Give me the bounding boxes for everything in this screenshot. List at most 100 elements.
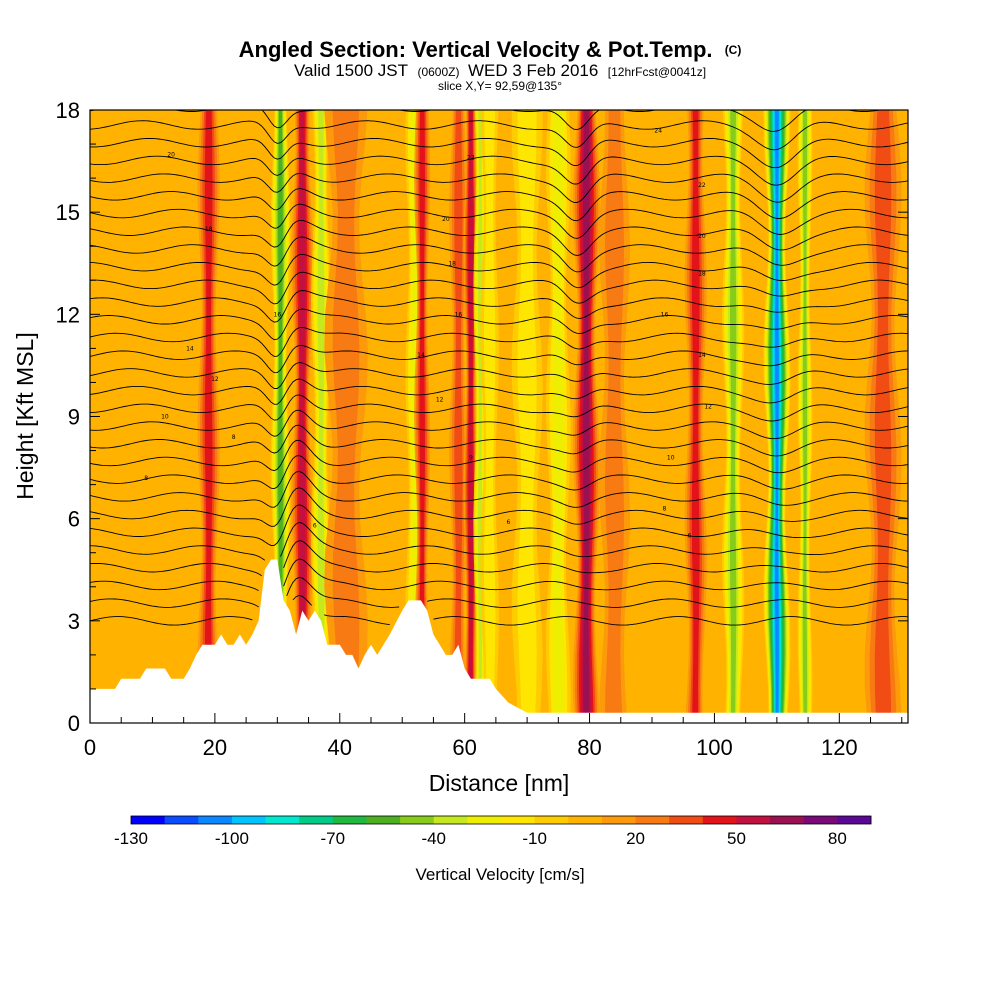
isentrope-label: 20 [442,216,450,223]
y-tick-label: 15 [56,200,80,225]
isentrope-line [90,487,908,527]
isentrope-line [90,409,908,440]
isentrope-label: 20 [167,151,175,158]
forecast-info: [12hrFcst@0041z] [608,65,706,79]
isentrope-label: 16 [274,311,282,318]
y-tick-label: 9 [68,405,80,430]
isentrope-line [90,308,908,341]
isentrope-label: 16 [455,311,463,318]
colorbar-swatch [669,816,704,824]
chart-title-text: Angled Section: Vertical Velocity & Pot.… [239,37,713,62]
isentrope-line [90,155,908,186]
colorbar-swatch [231,816,266,824]
isentrope-label: 10 [161,414,169,421]
velocity-band [511,110,543,723]
colorbar-swatch [433,816,468,824]
y-tick-label: 12 [56,302,80,327]
x-tick-label: 100 [696,735,733,760]
isentrope-line [90,326,908,357]
isentrope-label: 12 [436,396,444,403]
isentrope-label: 18 [448,260,456,267]
isentrope-label: 14 [186,345,194,352]
velocity-band [864,110,902,723]
isentrope-line [90,595,908,626]
colorbar-swatch [803,816,838,824]
velocity-band-level [517,110,537,723]
velocity-band [291,110,314,723]
y-axis: 0 3 6 9 12 15 18 [56,98,908,736]
isentrope-line [90,378,908,405]
colorbar-swatch [332,816,367,824]
isentrope-line [90,253,908,289]
colorbar-swatch [534,816,569,824]
colorbar-swatch [770,816,805,824]
colorbar-label: Vertical Velocity [cm/s] [415,865,584,884]
isentrope-line [90,455,908,491]
isentrope-line [90,120,908,151]
x-tick-label: 20 [203,735,227,760]
isentrope-line [90,236,908,273]
colorbar-tick-label: -10 [522,829,547,848]
plot-area: 8 8 6 6 6 10 12 14 16 18 20 12 14 16 18 20 22 9 8 10 12 14 16 1… [90,110,908,723]
colorbar: -130 -100 -70 -40 -10 20 50 80 [114,815,872,848]
isentrope-line [90,271,908,305]
velocity-band [480,110,499,723]
isentrope-label: 12 [211,376,219,383]
isentrope-label: 6 [688,533,692,540]
colorbar-swatch [837,816,872,824]
x-tick-label: 0 [84,735,96,760]
colorbar-tick-label: -40 [421,829,446,848]
isentrope-line [90,188,908,222]
isentrope-label: 6 [506,519,510,526]
isentrope-label: 9 [469,454,473,461]
valid-date: WED 3 Feb 2016 [468,61,598,80]
x-tick-label: 60 [452,735,476,760]
isentrope-label: 8 [663,505,667,512]
isentrope-line [90,137,908,169]
colorbar-frame [130,815,872,825]
isentrope-line [90,203,908,239]
isentrope-label: 18 [205,226,213,233]
velocity-band [449,110,468,723]
isentrope-label: 16 [661,311,669,318]
y-tick-label: 3 [68,609,80,634]
x-axis-label: Distance [nm] [429,770,570,796]
colorbar-tick-label: -70 [321,829,346,848]
colorbar-swatch [601,816,636,824]
isentrope-label: 8 [232,434,236,441]
y-axis-label: Height [Kft MSL] [12,332,38,499]
velocity-band-level [775,110,779,723]
valid-time-line: Valid 1500 JST (0600Z) WED 3 Feb 2016 [1… [294,61,706,80]
colorbar-swatch [299,816,334,824]
isentrope-line [90,576,908,608]
velocity-band-level [483,110,496,723]
colorbar-tick-label: 50 [727,829,746,848]
colorbar-swatch [736,816,771,824]
velocity-band-level [552,110,564,723]
velocity-band-level [332,110,360,723]
y-tick-label: 0 [68,711,80,736]
colorbar-tick-label: -130 [114,829,148,848]
isentrope-line [90,470,908,508]
chart-title: Angled Section: Vertical Velocity & Pot.… [239,37,742,62]
isentrope-line [90,522,908,561]
velocity-band [414,110,431,723]
velocity-band-level [299,110,306,723]
colorbar-tick-label: 80 [828,829,847,848]
isentrope-label: 6 [313,522,317,529]
chart-title-suffix: (C) [725,43,742,57]
isentrope-line [90,219,908,256]
isentrope-label: 10 [667,454,675,461]
x-axis: 0 20 40 60 80 100 120 [84,713,903,760]
isentrope-line [90,394,908,422]
isentrope-line [90,558,908,591]
isentrope-line [90,439,908,474]
velocity-band [763,110,791,723]
isentrope-label: 22 [698,182,706,189]
x-tick-label: 120 [821,735,858,760]
isentrope-line [90,424,908,457]
isentrope-line [90,110,882,132]
colorbar-swatch [635,816,670,824]
velocity-band-level [454,110,463,723]
